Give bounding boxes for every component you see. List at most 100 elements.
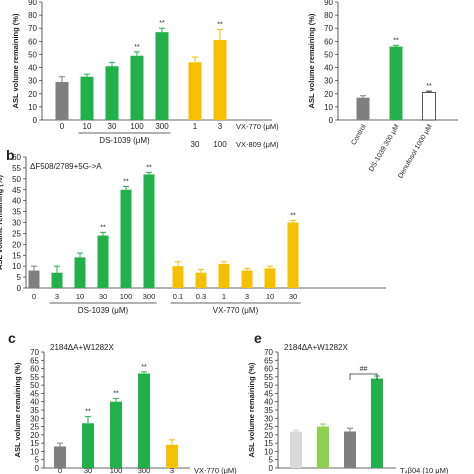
- x-tick-label: 300: [155, 122, 169, 131]
- bar: [195, 272, 207, 288]
- y-tick-label: 10: [324, 103, 333, 112]
- y-tick-label: 55: [30, 373, 39, 382]
- y-tick-label: 60: [12, 153, 21, 162]
- x-tick-label: 10: [266, 292, 274, 301]
- y-tick-label: 35: [264, 406, 273, 415]
- y-tick-label: 60: [28, 37, 37, 46]
- y-tick-label: 0: [35, 464, 40, 473]
- y-tick-label: 45: [12, 186, 21, 195]
- x-tick-label-row2: 30: [191, 140, 200, 149]
- bar: [389, 46, 403, 121]
- significance-bracket: [349, 373, 378, 380]
- y-tick-label: 50: [12, 175, 21, 184]
- bar: [172, 266, 184, 288]
- y-tick-label: 20: [12, 240, 21, 249]
- bar: [422, 92, 436, 121]
- y-tick-label: 70: [324, 24, 333, 33]
- x-tick-label: 0.1: [173, 292, 183, 301]
- x-tick-label: 100: [120, 292, 133, 301]
- y-tick-label: 20: [264, 431, 273, 440]
- x-tick-label: 30: [108, 122, 117, 131]
- bar: [371, 378, 383, 468]
- y-tick-label: 40: [264, 398, 273, 407]
- bar: [344, 431, 356, 468]
- y-tick-label: 0: [269, 464, 274, 473]
- significance-marker: **: [146, 164, 152, 171]
- x-tick-label: 300: [138, 466, 151, 474]
- group-label: VX-770 (μM): [236, 122, 279, 131]
- bar: [356, 97, 370, 120]
- x-tick-label: Denufosol 1000 μM: [397, 123, 434, 179]
- bar: [28, 270, 40, 288]
- y-tick-label: 10: [28, 103, 37, 112]
- y-tick-label: 40: [30, 398, 39, 407]
- x-tick-label-row2: 100: [213, 140, 227, 149]
- group-label: DS-1039 (μM): [99, 136, 150, 145]
- group-label-row2: VX-809 (μM): [236, 140, 279, 149]
- bar: [213, 40, 227, 121]
- y-tick-label: 15: [12, 251, 21, 260]
- significance-marker: **: [85, 409, 91, 416]
- significance-marker: **: [217, 22, 223, 29]
- y-tick-label: 30: [324, 77, 333, 86]
- x-tick-label: 10: [83, 122, 92, 131]
- y-tick-label: 90: [28, 0, 37, 7]
- y-tick-label: 65: [30, 356, 39, 365]
- y-tick-label: 50: [28, 50, 37, 59]
- y-tick-label: 60: [30, 365, 39, 374]
- y-tick-label: 0: [329, 116, 334, 125]
- significance-marker: **: [141, 364, 147, 371]
- significance-marker: **: [123, 178, 129, 185]
- x-tick-label: 0: [32, 292, 36, 301]
- y-tick-label: 25: [12, 229, 21, 238]
- x-tick-label: 3: [170, 466, 174, 474]
- y-tick-label: 25: [30, 423, 39, 432]
- y-tick-label: 80: [324, 11, 333, 20]
- y-tick-label: 40: [28, 64, 37, 73]
- bar: [138, 373, 150, 468]
- x-tick-label: 10: [76, 292, 84, 301]
- y-axis-label: ASL volume remaining (%): [11, 13, 20, 108]
- y-tick-label: 40: [12, 197, 21, 206]
- bar: [290, 431, 302, 468]
- y-tick-label: 55: [264, 373, 273, 382]
- bar: [105, 66, 119, 120]
- x-tick-label: 30: [84, 466, 92, 474]
- x-tick-label: 0: [58, 466, 62, 474]
- x-tick-label: 300: [143, 292, 156, 301]
- bar: [264, 268, 276, 288]
- y-tick-label: 80: [28, 11, 37, 20]
- panel-title: ΔF508/2789+5G->A: [30, 162, 102, 171]
- bracket-label: ##: [360, 366, 368, 373]
- y-tick-label: 60: [264, 365, 273, 374]
- x-tick-label: 30: [99, 292, 107, 301]
- y-tick-label: 70: [28, 24, 37, 33]
- y-tick-label: 35: [30, 406, 39, 415]
- bar: [55, 81, 69, 120]
- y-tick-label: 65: [264, 356, 273, 365]
- bar: [110, 401, 122, 468]
- bar: [241, 270, 253, 288]
- x-tick-label: 1: [222, 292, 226, 301]
- bar: [188, 62, 202, 120]
- y-tick-label: 30: [12, 219, 21, 228]
- y-tick-label: 10: [264, 447, 273, 456]
- y-tick-label: 70: [264, 348, 273, 357]
- bar: [143, 174, 155, 288]
- x-tick-label: DS-1039 300 μM: [368, 123, 401, 173]
- y-tick-label: 5: [269, 456, 274, 465]
- y-tick-label: 30: [264, 414, 273, 423]
- x-tick-label: 0: [60, 122, 65, 131]
- significance-marker: **: [393, 37, 399, 44]
- y-tick-label: 50: [30, 381, 39, 390]
- x-tick-label: 3: [218, 122, 223, 131]
- x-tick-label: 1: [193, 122, 198, 131]
- bar: [155, 32, 169, 120]
- x-tick-label: 100: [110, 466, 123, 474]
- bar: [54, 446, 66, 468]
- y-tick-label: 5: [35, 456, 40, 465]
- y-tick-label: 35: [12, 208, 21, 217]
- group-label: DS-1039 (μM): [78, 306, 129, 315]
